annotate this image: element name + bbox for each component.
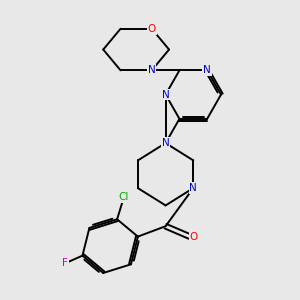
- Text: F: F: [62, 258, 68, 268]
- Text: O: O: [190, 232, 198, 242]
- Text: N: N: [203, 65, 211, 75]
- Text: N: N: [189, 183, 197, 193]
- Text: N: N: [162, 90, 170, 100]
- Text: N: N: [148, 65, 156, 75]
- Text: N: N: [162, 138, 170, 148]
- Text: O: O: [148, 24, 156, 34]
- Text: Cl: Cl: [119, 192, 129, 202]
